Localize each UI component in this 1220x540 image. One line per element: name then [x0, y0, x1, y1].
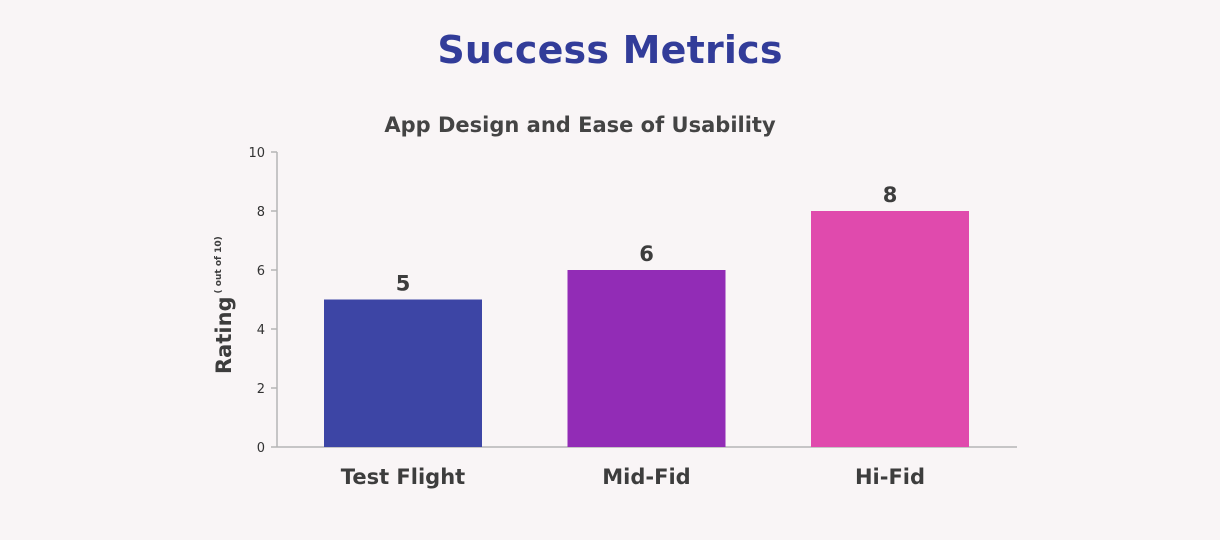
y-tick-label: 0 [257, 441, 265, 456]
data-label: 8 [883, 183, 898, 207]
bars [324, 211, 969, 447]
data-labels: 5 6 8 [396, 183, 898, 296]
bar-mid-fid [567, 270, 726, 447]
chart-title: App Design and Ease of Usability [384, 113, 776, 137]
bar-hi-fid [811, 211, 969, 447]
y-tick-label: 8 [257, 205, 265, 220]
data-label: 5 [396, 272, 411, 296]
y-axis-label: Rating ( out of 10) [212, 236, 236, 374]
category-label: Hi-Fid [855, 465, 925, 489]
y-ticks: 0 2 4 6 8 10 [248, 146, 277, 456]
y-tick-label: 4 [257, 323, 265, 338]
y-tick-label: 2 [257, 382, 265, 397]
y-tick-label: 10 [248, 146, 265, 161]
category-label: Mid-Fid [602, 465, 690, 489]
y-axis-label-group: Rating ( out of 10) [212, 236, 236, 374]
y-axis-label-sub: ( out of 10) [214, 236, 224, 293]
data-label: 6 [639, 242, 654, 266]
bar-test-flight [324, 299, 482, 447]
page-title: Success Metrics [437, 28, 783, 72]
y-axis-label-main: Rating [212, 296, 236, 374]
category-labels: Test Flight Mid-Fid Hi-Fid [341, 465, 925, 489]
category-label: Test Flight [341, 465, 465, 489]
y-tick-label: 6 [257, 264, 265, 279]
